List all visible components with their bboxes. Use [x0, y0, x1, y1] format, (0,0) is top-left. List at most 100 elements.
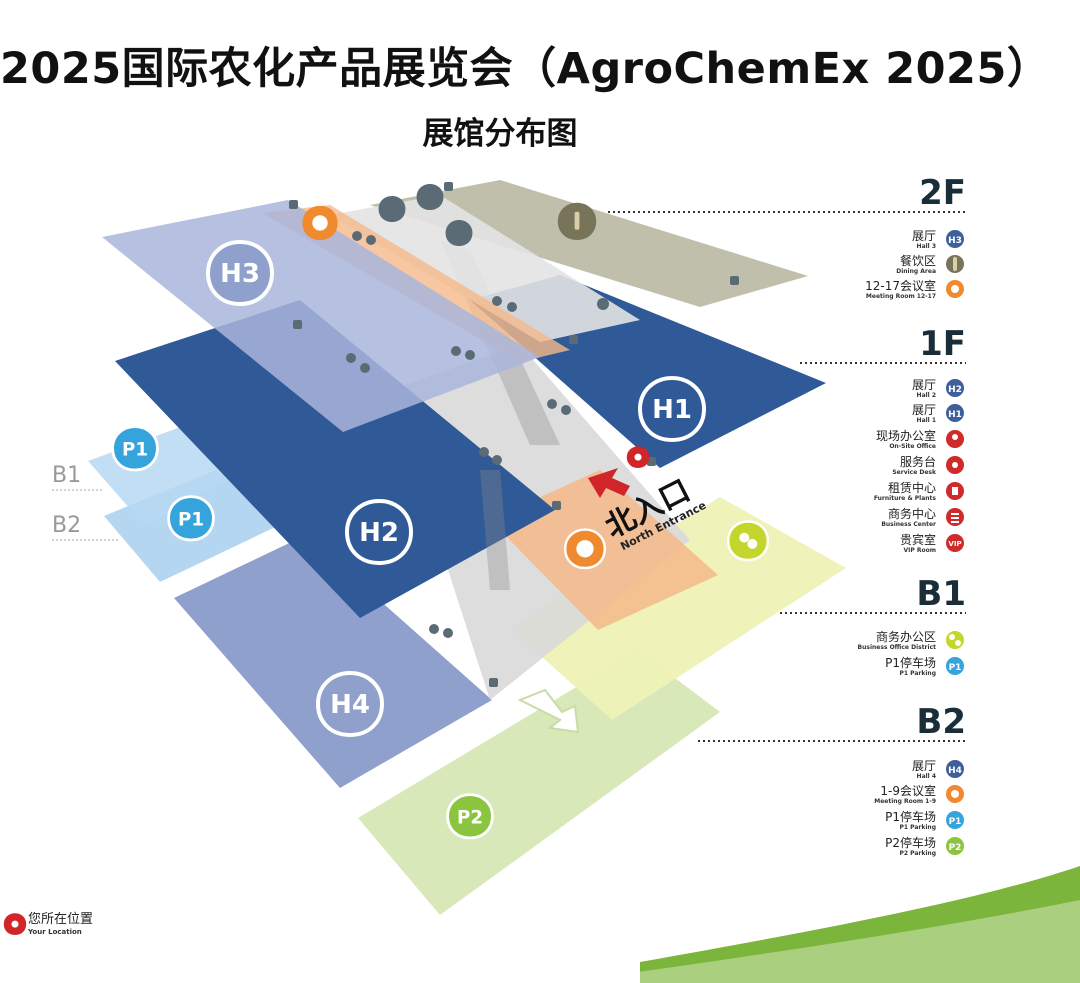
hall-h4-area[interactable] — [174, 535, 492, 788]
svg-text:P1 Parking: P1 Parking — [899, 824, 936, 831]
legend-floor-2f: 2F — [919, 173, 966, 213]
svg-text:展厅: 展厅 — [912, 229, 936, 243]
legend-floor-b1: B1 — [916, 574, 966, 614]
svg-text:展厅: 展厅 — [912, 378, 936, 392]
svg-text:Meeting Room 1-9: Meeting Room 1-9 — [874, 798, 936, 805]
parking-p2-pin[interactable]: P2 — [446, 793, 494, 840]
svg-text:P1: P1 — [122, 439, 148, 460]
svg-text:餐饮区: 餐饮区 — [900, 253, 936, 268]
svg-text:Furniture & Plants: Furniture & Plants — [874, 495, 937, 502]
dining-pin[interactable] — [557, 202, 597, 240]
your-location-legend: 您所在位置 Your Location — [3, 911, 93, 936]
svg-text:H2: H2 — [948, 385, 962, 395]
legend-item-onsite-office: 现场办公室 On-Site Office — [876, 428, 964, 450]
svg-text:H2: H2 — [359, 518, 399, 548]
svg-text:P1停车场: P1停车场 — [885, 655, 936, 670]
parking-badge-icon — [946, 837, 964, 855]
legend-item-p2-parking: P2停车场 P2 Parking P2 — [885, 835, 964, 857]
svg-text:现场办公室: 现场办公室 — [876, 428, 936, 443]
svg-text:Hall 1: Hall 1 — [917, 417, 936, 424]
accent-swoosh-light — [560, 900, 1080, 983]
legend-item-p1-parking-b1: P1停车场 P1 Parking P1 — [885, 655, 964, 677]
hall-h3-pin[interactable]: H3 — [206, 240, 274, 306]
escalator-pin[interactable] — [378, 195, 406, 222]
your-location-marker[interactable] — [626, 446, 650, 468]
legend-item-business-center: 商务中心 Business Center — [881, 506, 964, 528]
hall-badge-icon — [946, 230, 964, 248]
svg-text:租赁中心: 租赁中心 — [888, 480, 936, 495]
svg-text:Business Office District: Business Office District — [858, 644, 937, 651]
svg-text:P2: P2 — [457, 807, 483, 828]
svg-text:H1: H1 — [948, 410, 962, 420]
legend-item-rental: 租赁中心 Furniture & Plants — [874, 480, 964, 502]
svg-text:VIP: VIP — [948, 540, 961, 548]
svg-text:P1 Parking: P1 Parking — [899, 670, 936, 677]
business-office-pin[interactable] — [726, 520, 770, 562]
svg-text:Meeting Room 12-17: Meeting Room 12-17 — [866, 293, 936, 300]
svg-text:H3: H3 — [948, 236, 962, 246]
svg-text:您所在位置: 您所在位置 — [28, 911, 93, 927]
hall-h4-pin[interactable]: H4 — [316, 671, 384, 737]
escalator-shape-2 — [480, 470, 510, 590]
svg-text:展厅: 展厅 — [912, 403, 936, 417]
svg-text:P1: P1 — [949, 663, 962, 673]
svg-text:On-Site Office: On-Site Office — [889, 443, 936, 450]
location-pin-icon — [3, 913, 27, 935]
hall-badge-icon — [946, 404, 964, 422]
meeting-pin-1f[interactable] — [563, 528, 607, 570]
dining-area[interactable] — [370, 180, 808, 307]
svg-text:服务台: 服务台 — [900, 454, 936, 469]
svg-text:H4: H4 — [948, 766, 962, 776]
svg-text:H3: H3 — [220, 259, 260, 289]
svg-text:Your Location: Your Location — [27, 928, 82, 936]
svg-text:P1: P1 — [178, 509, 204, 530]
facility-icons — [289, 182, 739, 687]
svg-text:商务办公区: 商务办公区 — [876, 629, 936, 644]
svg-text:VIP Room: VIP Room — [904, 547, 936, 554]
entrance-arrow — [588, 468, 630, 498]
elevator-pin[interactable] — [416, 183, 444, 210]
svg-text:H1: H1 — [652, 395, 692, 425]
escalator-pin-2[interactable] — [445, 219, 473, 246]
hall-h2-pin[interactable]: H2 — [345, 499, 413, 565]
svg-text:P2停车场: P2停车场 — [885, 835, 936, 850]
svg-text:Dining Area: Dining Area — [896, 268, 936, 275]
hall-badge-icon — [946, 760, 964, 778]
business-office-icon — [946, 631, 964, 649]
meeting-pin-2f[interactable] — [302, 205, 338, 240]
svg-text:P2 Parking: P2 Parking — [899, 850, 936, 857]
legend-item-p1-parking-b2: P1停车场 P1 Parking P1 — [885, 809, 964, 831]
2f-corridor — [330, 195, 640, 342]
legend-floor-b2: B2 — [916, 702, 966, 742]
svg-text:Service Desk: Service Desk — [892, 469, 937, 476]
legend-item-business-office: 商务办公区 Business Office District — [858, 629, 964, 651]
svg-text:Hall 4: Hall 4 — [917, 773, 936, 780]
vip-icon — [946, 534, 964, 552]
svg-text:P1: P1 — [949, 817, 962, 827]
svg-text:商务中心: 商务中心 — [888, 506, 936, 521]
hall-badge-icon — [946, 379, 964, 397]
svg-text:P2: P2 — [949, 843, 962, 853]
legend-item-hall1: 展厅 Hall 1 H1 — [912, 403, 964, 424]
legend-item-hall2: 展厅 Hall 2 H2 — [912, 378, 964, 399]
parking-badge-icon — [946, 811, 964, 829]
parking-p1-pin-lower[interactable]: P1 — [167, 495, 215, 542]
side-level-b1: B1 — [52, 463, 81, 488]
page-subtitle: 展馆分布图 — [422, 116, 578, 152]
parking-p1-pin-upper[interactable]: P1 — [111, 425, 159, 472]
svg-text:1-9会议室: 1-9会议室 — [880, 783, 936, 798]
parking-badge-icon — [946, 657, 964, 675]
legend-item-service-desk: 服务台 Service Desk — [892, 454, 964, 476]
svg-text:Hall 2: Hall 2 — [917, 392, 936, 399]
legend-item-hall3: 展厅 Hall 3 H3 — [912, 229, 964, 250]
hall-h1-pin[interactable]: H1 — [638, 376, 706, 442]
hall-h2-area[interactable] — [115, 300, 555, 618]
svg-text:展厅: 展厅 — [912, 759, 936, 773]
b2-direction-arrow — [517, 688, 580, 734]
svg-text:12-17会议室: 12-17会议室 — [865, 278, 936, 293]
svg-text:P1停车场: P1停车场 — [885, 809, 936, 824]
legend-floor-1f: 1F — [919, 324, 966, 364]
legend-item-dining: 餐饮区 Dining Area — [896, 253, 964, 275]
svg-text:贵宾室: 贵宾室 — [900, 532, 936, 547]
